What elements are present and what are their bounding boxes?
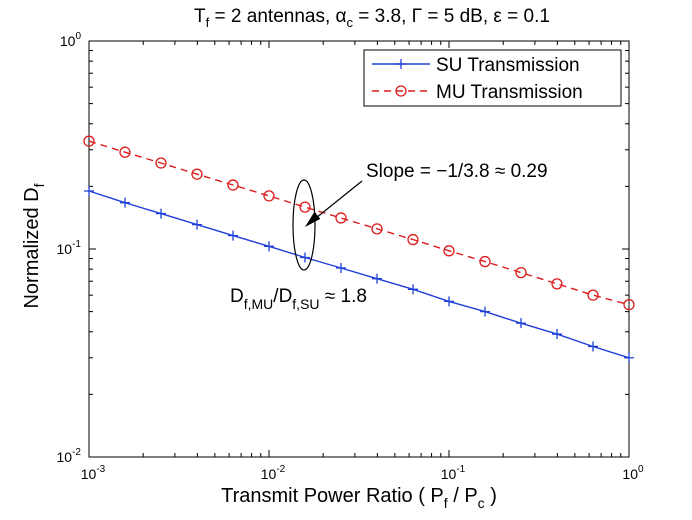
legend-mu-marker-shape xyxy=(395,85,407,97)
axis-ticks xyxy=(88,40,630,458)
mu-data-point xyxy=(587,289,599,301)
mu-data-point xyxy=(299,201,311,213)
su-data-point xyxy=(191,219,202,230)
mu-data-point xyxy=(479,255,491,268)
mu-data-point xyxy=(623,299,635,311)
su-series-line xyxy=(88,190,630,359)
mu-data-point xyxy=(551,278,563,290)
mu-data-point xyxy=(407,233,419,246)
mu-data-point xyxy=(443,245,455,257)
y-axis-title: Normalized Df xyxy=(21,183,47,308)
x-tick-label: 100 xyxy=(622,464,644,482)
su-data-point xyxy=(551,329,562,340)
y-tick-label: 100 xyxy=(60,31,82,49)
ratio-annotation: Df,MU/Df,SU ≈ 1.8 xyxy=(230,286,367,312)
mu-data-point xyxy=(515,266,527,279)
legend-mu-marker xyxy=(395,85,407,97)
plot-area xyxy=(88,40,630,458)
chart-title: Tf = 2 antennas, αc = 3.8, Γ = 5 dB, ε =… xyxy=(194,6,550,30)
mu-data-point xyxy=(119,146,131,158)
su-data-point xyxy=(264,241,274,252)
su-data-point xyxy=(588,341,599,352)
legend-box xyxy=(363,49,622,107)
annotation-arrowhead xyxy=(305,211,321,227)
annotation-ellipse xyxy=(292,179,316,271)
mu-data-point xyxy=(371,223,383,235)
su-data-point xyxy=(228,230,239,241)
y-tick-label: 10-1 xyxy=(57,239,82,257)
su-data-point xyxy=(408,284,419,295)
x-tick-label: 10-2 xyxy=(261,464,286,482)
su-data-point xyxy=(624,352,634,363)
series-layer xyxy=(83,135,635,363)
su-data-point xyxy=(480,306,491,317)
legend-su-label: SU Transmission xyxy=(436,55,580,76)
x-axis-title: Transmit Power Ratio ( Pf / Pc ) xyxy=(221,485,497,511)
mu-data-point xyxy=(227,179,239,191)
su-data-point xyxy=(371,273,382,284)
su-data-point xyxy=(120,197,131,208)
mu-data-point xyxy=(191,168,203,180)
annotation-arrow-line xyxy=(315,180,363,219)
su-data-point xyxy=(84,186,94,197)
mu-data-point xyxy=(155,157,167,169)
su-data-point xyxy=(336,263,347,274)
legend: SU Transmission MU Transmission xyxy=(363,49,622,107)
x-tick-label: 10-3 xyxy=(81,464,106,482)
legend-mu-label: MU Transmission xyxy=(436,82,583,103)
su-data-point xyxy=(156,208,167,219)
su-data-point xyxy=(444,296,454,307)
mu-series-line xyxy=(88,140,630,306)
legend-su-marker-shape xyxy=(396,59,406,69)
y-tick-label: 10-2 xyxy=(57,447,82,465)
legend-su-marker xyxy=(396,59,406,69)
su-data-point xyxy=(516,318,527,329)
mu-data-point xyxy=(335,212,347,224)
mu-data-point xyxy=(263,190,275,202)
mu-data-point xyxy=(83,135,95,147)
x-tick-label: 10-1 xyxy=(441,464,466,482)
annotations: Slope = −1/3.8 ≈ 0.29 Df,MU/Df,SU ≈ 1.8 xyxy=(230,161,548,312)
slope-annotation: Slope = −1/3.8 ≈ 0.29 xyxy=(366,161,548,182)
su-data-point xyxy=(300,252,311,263)
